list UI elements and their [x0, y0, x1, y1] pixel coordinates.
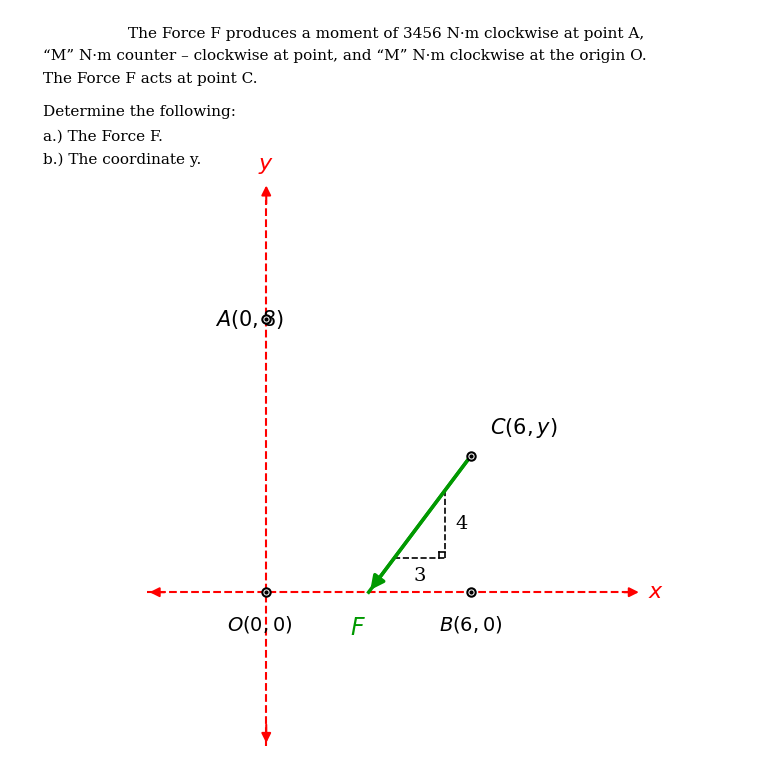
Text: Determine the following:: Determine the following: — [43, 105, 236, 119]
Text: a.) The Force F.: a.) The Force F. — [43, 129, 162, 143]
Text: $B(6,0)$: $B(6,0)$ — [439, 614, 503, 635]
Text: The Force F acts at point C.: The Force F acts at point C. — [43, 72, 257, 86]
Text: $x$: $x$ — [649, 581, 665, 603]
Text: $F$: $F$ — [350, 616, 366, 640]
Text: “M” N·m counter – clockwise at point, and “M” N·m clockwise at the origin O.: “M” N·m counter – clockwise at point, an… — [43, 49, 646, 63]
Text: $O(0,0)$: $O(0,0)$ — [226, 614, 292, 635]
Text: 3: 3 — [414, 567, 426, 584]
Text: $C(6, y)$: $C(6, y)$ — [490, 416, 557, 441]
Text: 4: 4 — [455, 515, 468, 533]
Text: $A(0,8)$: $A(0,8)$ — [215, 307, 284, 331]
Text: b.) The coordinate y.: b.) The coordinate y. — [43, 152, 201, 167]
Text: The Force F produces a moment of 3456 N·m clockwise at point A,: The Force F produces a moment of 3456 N·… — [128, 27, 645, 40]
Text: $y$: $y$ — [258, 154, 274, 176]
